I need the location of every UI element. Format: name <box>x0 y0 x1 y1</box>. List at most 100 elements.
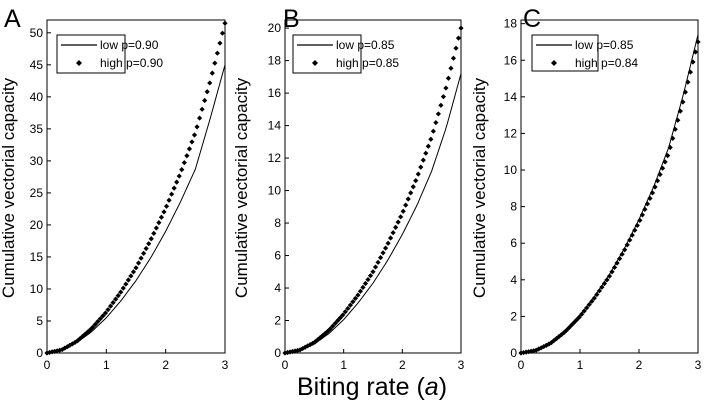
data-point <box>604 277 610 283</box>
y-tick-label: 20 <box>30 218 44 232</box>
data-point <box>143 245 149 252</box>
data-point <box>85 329 91 335</box>
data-point <box>184 153 190 159</box>
data-point <box>202 97 208 104</box>
data-point <box>400 208 406 214</box>
data-point <box>163 203 170 209</box>
data-point <box>413 178 419 184</box>
data-point <box>647 195 653 201</box>
data-point <box>355 292 361 298</box>
data-point <box>186 146 192 152</box>
data-point <box>672 126 678 132</box>
x-tick-label: 0 <box>282 358 289 372</box>
y-tick-label: 18 <box>268 54 282 68</box>
x-axis-label-symbol: a <box>425 373 439 401</box>
y-tick-label: 0 <box>274 346 281 360</box>
series-markers-1 <box>518 39 701 356</box>
data-point <box>662 159 668 165</box>
x-tick-label: 2 <box>162 358 169 372</box>
y-tick-label: 0 <box>36 346 43 360</box>
y-tick-label: 4 <box>274 281 281 295</box>
data-point <box>428 136 434 142</box>
data-point <box>380 250 386 256</box>
data-point <box>123 281 129 287</box>
data-point <box>90 324 96 330</box>
data-point <box>682 89 688 95</box>
data-point <box>135 260 142 266</box>
data-point <box>629 232 635 238</box>
x-tick-label: 0 <box>44 358 51 372</box>
x-axis-label-suffix: ) <box>439 373 447 401</box>
data-point <box>443 85 449 91</box>
data-point <box>176 173 182 179</box>
plot-frame <box>520 19 699 354</box>
data-point <box>692 49 699 55</box>
data-point <box>415 171 421 177</box>
data-point <box>360 284 366 290</box>
data-point <box>174 179 180 185</box>
y-tick-label: 15 <box>30 250 44 264</box>
data-point <box>357 288 364 294</box>
data-point <box>538 345 544 351</box>
x-tick-label: 3 <box>695 358 702 372</box>
data-point <box>652 184 658 190</box>
legend-label: high p=0.84 <box>575 56 638 70</box>
data-point <box>624 242 630 248</box>
data-point <box>667 144 673 151</box>
data-point <box>169 191 175 197</box>
data-point <box>581 308 587 314</box>
data-point <box>591 295 597 301</box>
x-tick-label: 3 <box>458 358 465 372</box>
data-point <box>435 111 441 117</box>
y-tick-label: 35 <box>30 122 44 136</box>
data-point <box>189 139 195 145</box>
data-point <box>405 196 411 202</box>
data-point <box>365 276 371 283</box>
data-point <box>133 265 139 271</box>
data-point <box>675 117 681 123</box>
x-tick-label: 1 <box>103 358 110 372</box>
data-point <box>307 342 313 348</box>
y-tick-label: 10 <box>30 282 44 296</box>
data-point <box>92 321 98 327</box>
data-point <box>194 124 200 130</box>
data-point <box>440 94 446 100</box>
panel-letter: C <box>523 5 541 33</box>
shared-x-axis-label: Biting rate (a) <box>297 373 447 401</box>
x-tick-label: 0 <box>518 358 525 372</box>
data-point <box>523 349 529 355</box>
data-point <box>130 269 137 275</box>
data-point <box>622 247 628 253</box>
data-point <box>171 185 177 191</box>
data-point <box>541 343 547 350</box>
data-point <box>433 119 439 126</box>
plot-frame <box>46 19 226 354</box>
data-point <box>594 291 600 298</box>
y-tick-label: 10 <box>268 184 282 198</box>
data-point <box>204 89 210 95</box>
data-point <box>340 312 346 318</box>
y-tick-label: 6 <box>274 249 281 263</box>
data-point <box>166 197 172 203</box>
data-point <box>95 318 101 325</box>
y-axis-label: Cumulative vectorial capacity <box>470 77 489 298</box>
data-point <box>430 128 436 134</box>
data-point <box>599 284 605 290</box>
data-point <box>408 190 414 196</box>
data-point <box>576 314 582 320</box>
data-point <box>310 340 316 346</box>
legend: low p=0.85 high p=0.84 <box>531 34 638 72</box>
data-point <box>105 307 111 313</box>
legend-label: high p=0.90 <box>100 56 163 70</box>
data-point <box>153 225 159 231</box>
data-point <box>97 316 103 322</box>
data-point <box>148 236 154 242</box>
data-point <box>330 323 336 329</box>
data-point <box>385 240 391 246</box>
data-point <box>601 280 608 287</box>
y-tick-label: 30 <box>30 154 44 168</box>
y-tick-label: 5 <box>36 314 43 328</box>
y-tick-label: 12 <box>268 151 282 165</box>
